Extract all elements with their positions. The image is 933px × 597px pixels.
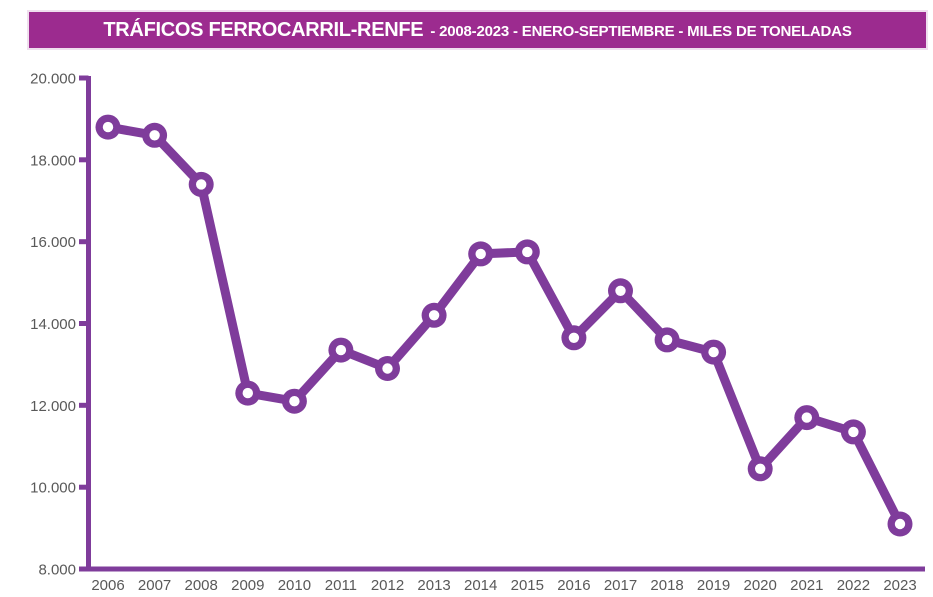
y-tick-18000 [79,157,89,163]
x-tick-label-2018: 2018 [650,577,683,594]
y-tick-10000 [79,484,89,490]
y-tick-label-10000: 10.000 [30,480,76,497]
x-tick-label-2020: 2020 [744,577,777,594]
data-point-hole-2014 [475,248,486,260]
y-tick-16000 [79,239,89,245]
y-tick-label-12000: 12.000 [30,398,76,415]
data-point-hole-2010 [289,396,300,407]
data-point-hole-2017 [615,285,626,296]
y-tick-12000 [79,402,89,408]
data-point-hole-2016 [568,332,580,343]
data-point-hole-2009 [242,387,253,399]
chart-title-details: - 2008-2023 - ENERO-SEPTIEMBRE - MILES D… [430,22,852,40]
data-point-hole-2020 [755,463,766,474]
data-point-hole-2011 [335,344,347,356]
data-point-hole-2012 [382,363,393,374]
series-line [103,122,905,529]
chart-title-bar: TRÁFICOS FERROCARRIL-RENFE - 2008-2023 -… [27,10,928,50]
x-tick-label-2011: 2011 [325,577,357,594]
data-point-hole-2013 [428,310,440,321]
x-tick-label-2017: 2017 [604,577,637,594]
x-tick-label-2015: 2015 [511,577,544,594]
y-tick-label-8000: 8.000 [38,562,76,579]
x-tick-label-2016: 2016 [557,577,590,594]
x-tick-label-2009: 2009 [231,577,264,594]
x-tick-label-2012: 2012 [371,577,404,594]
markers-group [95,114,913,537]
x-tick-label-2022: 2022 [837,577,870,594]
data-point-hole-2018 [661,334,673,346]
data-point-hole-2022 [848,426,859,438]
x-tick-label-2010: 2010 [278,577,311,594]
chart-title-main: TRÁFICOS FERROCARRIL-RENFE [103,18,424,41]
x-tick-label-2013: 2013 [417,577,450,594]
x-tick-label-2023: 2023 [883,577,916,594]
x-axis-labels: 2006 2007 2008 2009 2010 2011 2012 2013 2014 2015… [91,577,916,594]
data-point-hole-2021 [801,412,812,423]
y-tick-8000 [79,566,89,572]
y-tick-label-14000: 14.000 [30,316,76,333]
data-point-hole-2019 [708,346,719,358]
data-point-hole-2015 [522,246,533,258]
data-point-hole-2008 [196,179,207,190]
y-tick-label-20000: 20.000 [30,71,76,88]
x-tick-label-2006: 2006 [91,577,124,594]
y-tick-label-18000: 18.000 [30,152,76,169]
x-tick-label-2014: 2014 [464,577,497,594]
x-tick-label-2019: 2019 [697,577,730,594]
y-tick-14000 [79,321,89,326]
y-tick-20000 [79,75,89,81]
data-point-hole-2007 [149,130,160,141]
x-tick-label-2021: 2021 [790,577,823,594]
series-group [103,122,905,529]
data-point-hole-2023 [894,518,906,530]
y-axis-ticks: 20.000 18.000 16.000 14.000 12.000 10.000 8.00… [30,71,89,579]
x-tick-label-2008: 2008 [185,577,218,594]
y-tick-label-16000: 16.000 [30,234,76,251]
x-tick-label-2007: 2007 [138,577,171,594]
data-point-hole-2006 [102,121,114,133]
